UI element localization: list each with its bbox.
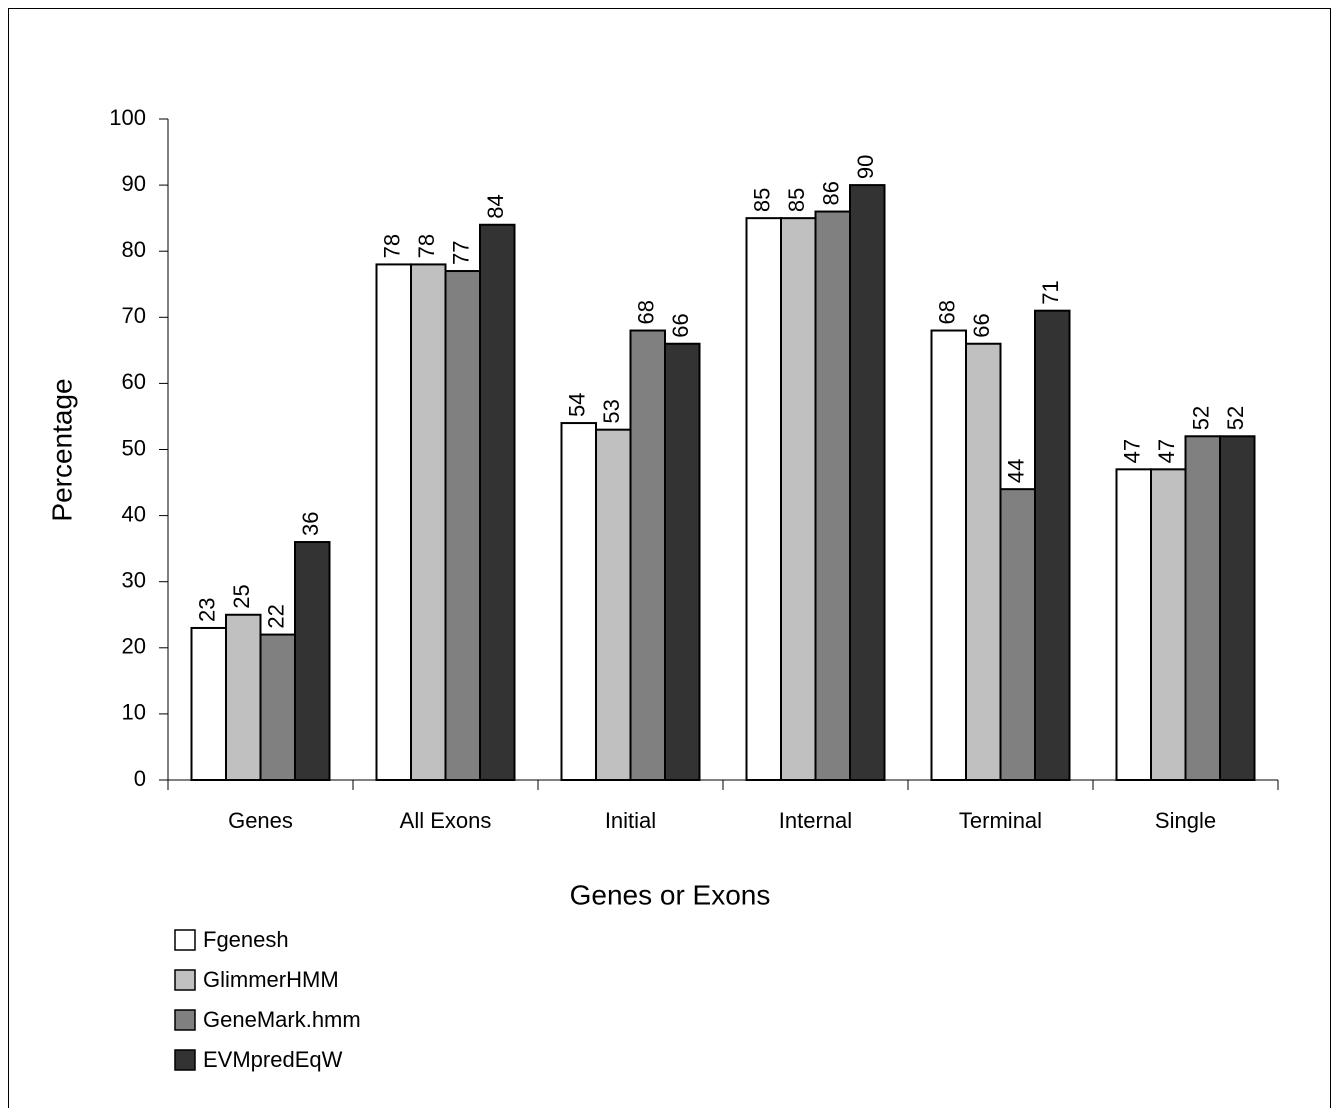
data-label: 52 [1189, 406, 1214, 430]
bar [1150, 468, 1187, 781]
bar [259, 633, 296, 782]
data-label: 52 [1223, 406, 1248, 430]
bar [965, 342, 1002, 781]
y-tick-label: 90 [122, 171, 146, 196]
y-tick-label: 0 [134, 766, 146, 791]
bar [375, 263, 412, 782]
y-tick-label: 20 [122, 634, 146, 659]
y-tick-label: 100 [109, 105, 146, 130]
legend-swatch [174, 929, 196, 951]
bar [595, 428, 632, 781]
bar [1034, 309, 1071, 781]
legend-swatch [174, 969, 196, 991]
y-tick-label: 80 [122, 237, 146, 262]
bar [560, 422, 597, 781]
data-label: 25 [229, 584, 254, 608]
y-tick-label: 40 [122, 501, 146, 526]
x-tick-label: Internal [779, 808, 852, 833]
data-label: 36 [298, 512, 323, 536]
bar [190, 626, 227, 781]
bar [629, 329, 666, 781]
bar [410, 263, 447, 782]
bar [479, 223, 516, 781]
data-label: 53 [599, 399, 624, 423]
bar [664, 342, 701, 781]
data-label: 90 [853, 155, 878, 179]
data-label: 66 [969, 313, 994, 337]
bar [999, 488, 1036, 781]
data-label: 68 [935, 300, 960, 324]
data-label: 78 [414, 234, 439, 258]
data-label: 47 [1120, 439, 1145, 463]
x-axis-title: Genes or Exons [570, 879, 771, 910]
y-axis-title: Percentage [46, 378, 77, 521]
legend-label: EVMpredEqW [203, 1047, 343, 1072]
data-label: 77 [449, 241, 474, 265]
y-tick-label: 70 [122, 303, 146, 328]
data-label: 68 [634, 300, 659, 324]
legend-swatch [174, 1009, 196, 1031]
x-tick-label: Terminal [959, 808, 1042, 833]
bar [225, 613, 262, 781]
data-label: 85 [784, 188, 809, 212]
bar [1115, 468, 1152, 781]
x-tick-label: Initial [605, 808, 656, 833]
legend-swatch [174, 1049, 196, 1071]
bar [780, 217, 817, 781]
data-label: 23 [195, 597, 220, 621]
bar [814, 210, 851, 782]
frame [8, 8, 1331, 1108]
bar [1184, 435, 1221, 781]
legend-label: GeneMark.hmm [203, 1007, 361, 1032]
data-label: 71 [1038, 280, 1063, 304]
bar [849, 184, 886, 782]
bar [745, 217, 782, 781]
x-tick-label: Single [1155, 808, 1216, 833]
data-label: 78 [380, 234, 405, 258]
bar [444, 270, 481, 781]
legend-label: GlimmerHMM [203, 967, 339, 992]
bar [930, 329, 967, 781]
y-tick-label: 60 [122, 369, 146, 394]
data-label: 54 [565, 393, 590, 417]
x-tick-label: All Exons [400, 808, 492, 833]
x-tick-label: Genes [228, 808, 293, 833]
y-tick-label: 10 [122, 700, 146, 725]
data-label: 84 [483, 194, 508, 218]
data-label: 66 [668, 313, 693, 337]
data-label: 47 [1154, 439, 1179, 463]
data-label: 44 [1004, 459, 1029, 483]
bar [294, 541, 331, 781]
data-label: 86 [819, 181, 844, 205]
y-tick-label: 30 [122, 568, 146, 593]
bar [1219, 435, 1256, 781]
data-label: 85 [750, 188, 775, 212]
legend-label: Fgenesh [203, 927, 289, 952]
data-label: 22 [264, 604, 289, 628]
y-tick-label: 50 [122, 435, 146, 460]
